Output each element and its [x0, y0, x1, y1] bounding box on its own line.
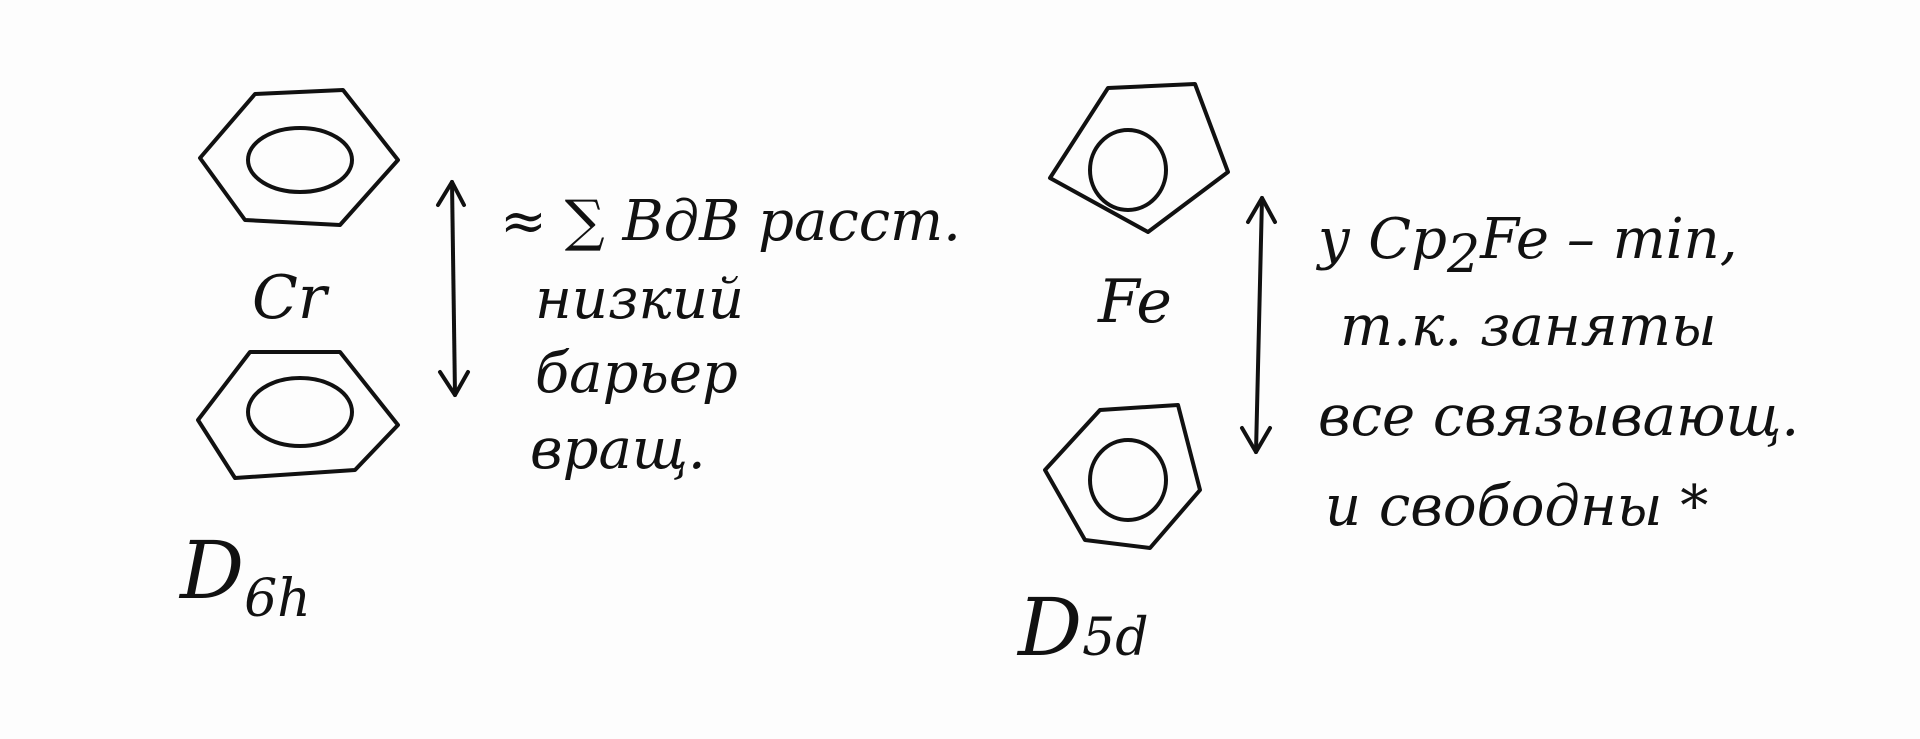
metal-label-cr: Cr [252, 263, 330, 333]
benzene-ring-top [198, 88, 400, 227]
arrow-head-up-left [436, 180, 466, 207]
cp-ring-bottom [1043, 403, 1202, 550]
arrow-head-up-right [1246, 196, 1277, 224]
note-left-line3: барьер [535, 341, 738, 406]
note-right-line1: у Cp2Fe – min, [1315, 207, 1738, 285]
metal-label-fe: Fe [1097, 267, 1172, 337]
cr-complex: Cr ≈ ∑ BдB расст. низкий барьер вращ. D6… [178, 88, 961, 629]
rotation-arrow-left [450, 180, 457, 397]
note-right-line3: все связывающ. [1318, 384, 1799, 449]
aromatic-circle-bottom [246, 376, 354, 448]
aromatic-circle-top-right [1088, 128, 1168, 212]
symmetry-label-d5d: D5d [1016, 581, 1149, 674]
fe-complex: Fe у Cp2Fe – min, т.к. заняты все связыв… [1016, 82, 1799, 674]
aromatic-circle-top [246, 126, 354, 194]
note-left-line1: ≈ ∑ BдB расст. [500, 189, 961, 254]
cp-ring-top [1048, 82, 1230, 234]
note-left-line2: низкий [535, 267, 744, 332]
note-right-line4: и свободны * [1325, 474, 1708, 539]
arrow-head-down-right [1240, 426, 1272, 454]
aromatic-circle-bottom-right [1088, 438, 1168, 522]
symmetry-label-d6h: D6h [178, 524, 311, 629]
note-right-line2: т.к. заняты [1340, 294, 1717, 359]
note-left-line4: вращ. [530, 417, 706, 482]
arrow-head-down-left [438, 370, 470, 397]
benzene-ring-bottom [196, 350, 400, 480]
rotation-arrow-right [1254, 196, 1264, 454]
